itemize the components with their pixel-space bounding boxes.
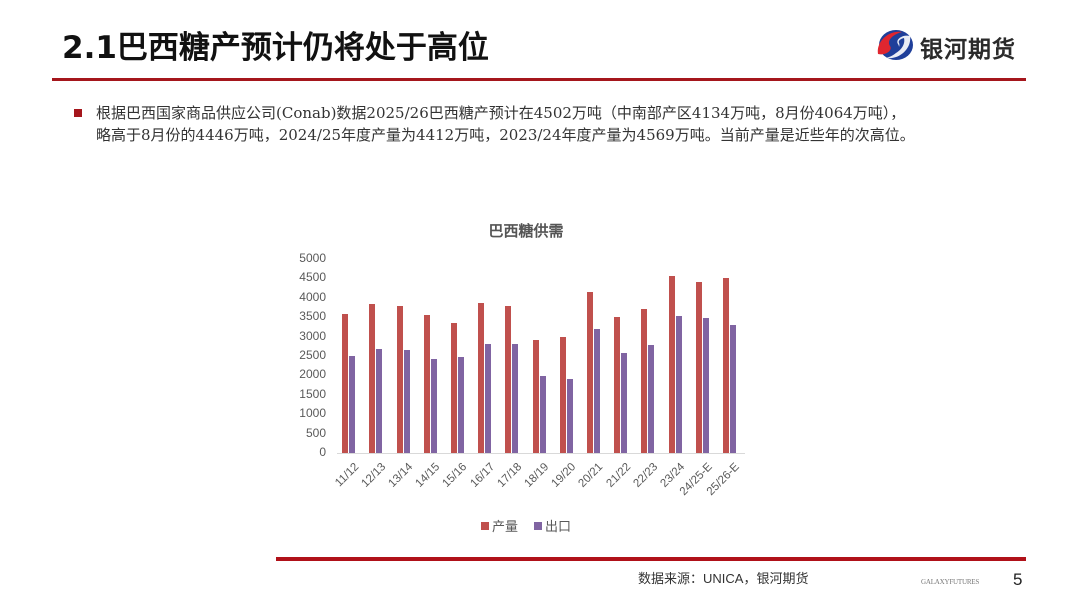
bar-production bbox=[478, 303, 485, 453]
bar-export bbox=[403, 349, 410, 453]
bar-production bbox=[423, 314, 430, 453]
legend-item-export: 出口 bbox=[534, 516, 571, 535]
legend-label-production: 产量 bbox=[491, 520, 518, 535]
bar-production bbox=[722, 278, 729, 453]
bullet-square-icon bbox=[74, 109, 82, 117]
y-tick-label: 4500 bbox=[299, 270, 326, 285]
header-divider bbox=[52, 78, 1026, 81]
bar-export bbox=[621, 352, 628, 453]
bar-export bbox=[512, 344, 519, 453]
bar-production bbox=[668, 275, 675, 453]
x-tick-label: 13/14 bbox=[386, 461, 416, 490]
bar-export bbox=[539, 376, 546, 453]
data-source: 数据来源：UNICA，银河期货 bbox=[638, 571, 809, 586]
y-tick-label: 2000 bbox=[299, 367, 326, 382]
y-tick-label: 5000 bbox=[299, 251, 326, 265]
chart-title: 巴西糖供需 bbox=[488, 222, 564, 240]
y-tick-label: 2500 bbox=[299, 348, 326, 362]
y-tick-label: 4000 bbox=[299, 289, 326, 304]
bar-production bbox=[559, 336, 566, 453]
x-tick-label: 11/12 bbox=[332, 461, 362, 490]
legend-swatch-export bbox=[534, 521, 542, 530]
footer-brand: GALAXYFUTURES bbox=[921, 578, 980, 586]
bar-export bbox=[729, 325, 736, 453]
bar-production bbox=[450, 323, 457, 453]
bar-production bbox=[532, 340, 539, 453]
x-tick-label: 21/22 bbox=[604, 461, 633, 490]
y-tick-label: 1000 bbox=[299, 406, 326, 421]
x-tick-label: 19/20 bbox=[549, 461, 579, 490]
bar-export bbox=[702, 317, 709, 453]
bar-production bbox=[396, 306, 403, 453]
y-tick-label: 1500 bbox=[299, 386, 326, 401]
x-tick-label: 18/19 bbox=[522, 461, 552, 490]
x-tick-label: 15/16 bbox=[440, 461, 470, 490]
bar-production bbox=[641, 309, 648, 453]
x-tick-label: 20/21 bbox=[576, 461, 606, 490]
bullet-line-1: 根据巴西国家商品供应公司(Conab)数据2025/26巴西糖产预计在4502万… bbox=[96, 104, 906, 122]
bar-production bbox=[695, 281, 702, 453]
legend-label-export: 出口 bbox=[545, 520, 572, 535]
x-tick-label: 22/23 bbox=[631, 461, 661, 490]
y-tick-label: 3000 bbox=[299, 328, 326, 343]
galaxy-futures-logo-icon bbox=[874, 28, 914, 66]
logo-text: 银河期货 bbox=[920, 37, 1016, 63]
brand-logo: 银河期货 bbox=[874, 27, 1016, 67]
y-tick-label: 0 bbox=[319, 445, 326, 459]
bar-export bbox=[593, 328, 600, 453]
bar-production bbox=[369, 304, 376, 453]
page-title: 2.1巴西糖产预计仍将处于高位 bbox=[62, 30, 489, 66]
footer-divider bbox=[276, 557, 1026, 561]
bar-chart: 巴西糖供需 0 500 1000 1500 2000 2500 3000 3500 4000 45… bbox=[276, 214, 776, 544]
bar-export bbox=[485, 343, 492, 453]
legend-item-production: 产量 bbox=[480, 516, 518, 535]
bullet-paragraph: 根据巴西国家商品供应公司(Conab)数据2025/26巴西糖产预计在4502万… bbox=[74, 102, 1034, 146]
x-tick-label: 16/17 bbox=[468, 461, 497, 490]
legend-swatch-production bbox=[480, 521, 489, 530]
bar-export bbox=[457, 357, 464, 453]
x-tick-label: 17/18 bbox=[495, 461, 525, 490]
x-axis-line bbox=[337, 453, 745, 454]
bar-export bbox=[566, 379, 573, 453]
bar-export bbox=[430, 359, 437, 453]
bar-production bbox=[505, 306, 512, 453]
bar-export bbox=[648, 345, 655, 453]
y-tick-label: 3500 bbox=[299, 309, 326, 324]
page-number: 5 bbox=[1013, 570, 1023, 589]
bar-export bbox=[349, 356, 356, 453]
y-tick-label: 500 bbox=[305, 425, 326, 440]
bullet-line-2: 略高于8月份的4446万吨，2024/25年度产量为4412万吨，2023/24… bbox=[96, 126, 915, 144]
bar-production bbox=[342, 313, 349, 453]
x-tick-label: 12/13 bbox=[359, 461, 389, 490]
chart-legend: 产量 出口 bbox=[276, 516, 776, 535]
bar-export bbox=[376, 348, 383, 453]
bar-production bbox=[614, 317, 621, 453]
bar-export bbox=[675, 315, 682, 453]
x-tick-label: 14/15 bbox=[413, 461, 443, 490]
bar-production bbox=[586, 292, 593, 453]
